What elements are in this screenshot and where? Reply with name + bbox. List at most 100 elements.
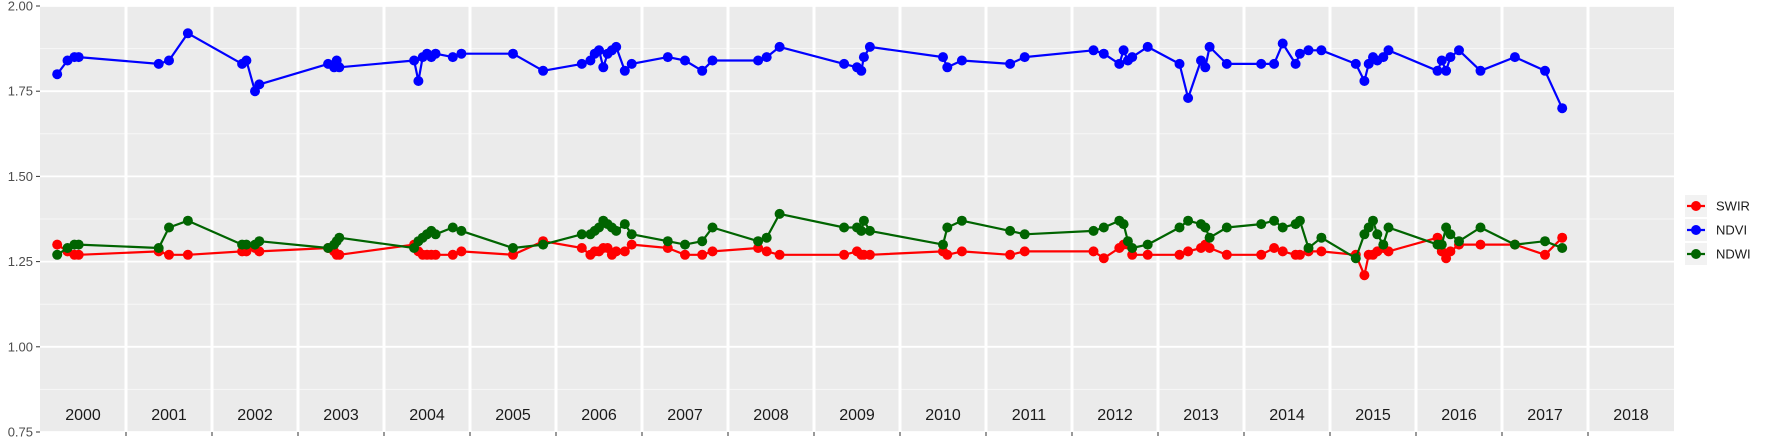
ndvi-point (662, 52, 673, 63)
swir-point (839, 249, 850, 260)
ndwi-point (1098, 222, 1109, 233)
year-label: 2000 (65, 407, 101, 424)
ndwi-point (1540, 236, 1550, 247)
legend-label-swir: SWIR (1716, 199, 1750, 214)
ndvi-point (1005, 58, 1016, 69)
swir-point (1277, 246, 1288, 257)
swir-point (774, 249, 785, 260)
ndvi-point (1269, 58, 1280, 69)
ndvi-point (626, 58, 637, 69)
ndvi-point (1290, 58, 1301, 69)
ndvi-point (858, 52, 869, 63)
ndwi-point (938, 239, 948, 250)
ndvi-point (1383, 45, 1394, 56)
ndwi-point (430, 229, 441, 240)
ndwi-point (1303, 243, 1314, 253)
swir-point (1088, 246, 1099, 257)
swir-point (680, 249, 690, 260)
ndwi-point (707, 222, 718, 233)
ndwi-point (864, 225, 875, 236)
ndwi-point (611, 225, 622, 236)
ndvi-point (241, 55, 252, 66)
swir-point (182, 249, 193, 260)
swir-point (1221, 249, 1232, 260)
swir-point (456, 246, 467, 257)
swir-point (1098, 253, 1109, 264)
legend-marker-ndwi (1691, 249, 1701, 259)
ndwi-point (52, 249, 63, 260)
ndvi-point (864, 41, 875, 52)
ndvi-point (1142, 41, 1153, 52)
ndwi-point (1204, 232, 1215, 243)
swir-point (1142, 249, 1153, 260)
ndvi-point (1454, 45, 1464, 56)
swir-point (1359, 270, 1370, 281)
ndvi-point (598, 62, 609, 73)
year-label: 2008 (753, 407, 789, 424)
ndwi-point (1445, 229, 1456, 240)
ndvi-point (1256, 58, 1267, 69)
swir-point (1445, 246, 1456, 257)
swir-point (1383, 246, 1394, 257)
ndwi-point (164, 222, 174, 233)
year-label: 2001 (151, 407, 187, 424)
ndwi-point (1118, 219, 1129, 230)
ndvi-point (1509, 52, 1520, 63)
ndvi-point (430, 48, 441, 59)
ndwi-point (576, 229, 587, 240)
ndwi-point (1368, 215, 1378, 226)
ndvi-point (1114, 58, 1125, 69)
ndwi-point (1088, 225, 1099, 236)
ndwi-point (1200, 222, 1211, 233)
ndwi-point (1350, 253, 1361, 264)
y-tick-label: 0.75 (8, 425, 33, 440)
swir-point (1294, 249, 1305, 260)
year-label: 2017 (1527, 407, 1563, 424)
ndwi-point (753, 236, 764, 247)
ndwi-point (508, 243, 518, 253)
swir-point (1316, 246, 1327, 257)
ndvi-point (619, 65, 630, 76)
ndwi-point (1269, 215, 1280, 226)
ndwi-point (1183, 215, 1194, 226)
swir-point (1475, 239, 1486, 250)
ndwi-point (942, 222, 953, 233)
ndwi-point (761, 232, 772, 243)
year-label: 2007 (667, 407, 703, 424)
ndvi-point (576, 58, 587, 69)
ndwi-point (456, 225, 467, 236)
ndvi-point (413, 76, 424, 86)
ndwi-point (153, 243, 164, 253)
year-label: 2003 (323, 407, 359, 424)
swir-point (1019, 246, 1030, 257)
ndvi-point (1436, 55, 1447, 66)
swir-point (73, 249, 84, 260)
ndvi-point (538, 65, 549, 76)
ndwi-point (1127, 243, 1138, 253)
legend-label-ndvi: NDVI (1716, 223, 1747, 238)
ndvi-point (409, 55, 420, 66)
ndvi-point (334, 62, 345, 73)
ndvi-point (839, 58, 850, 69)
year-label: 2012 (1097, 407, 1133, 424)
ndvi-point (1359, 76, 1370, 86)
swir-point (334, 249, 345, 260)
ndvi-point (1183, 93, 1194, 103)
ndvi-point (1118, 45, 1129, 56)
ndvi-point (1350, 58, 1361, 69)
ndvi-point (1098, 48, 1109, 59)
series-layer (52, 28, 1568, 281)
year-label: 2005 (495, 407, 531, 424)
swir-point (1256, 249, 1267, 260)
ndvi-point (761, 52, 772, 63)
ndvi-point (1475, 65, 1486, 76)
axis-layer: 0.75 1.00 1.25 1.50 1.75 2.00 2000 2001 2002 2003… (8, 0, 1649, 440)
ndwi-point (1509, 239, 1520, 250)
swir-point (1269, 243, 1280, 253)
swir-point (942, 249, 953, 260)
ndvi-point (182, 28, 193, 39)
swir-point (1174, 249, 1185, 260)
ndwi-point (1174, 222, 1185, 233)
swir-point (430, 249, 441, 260)
